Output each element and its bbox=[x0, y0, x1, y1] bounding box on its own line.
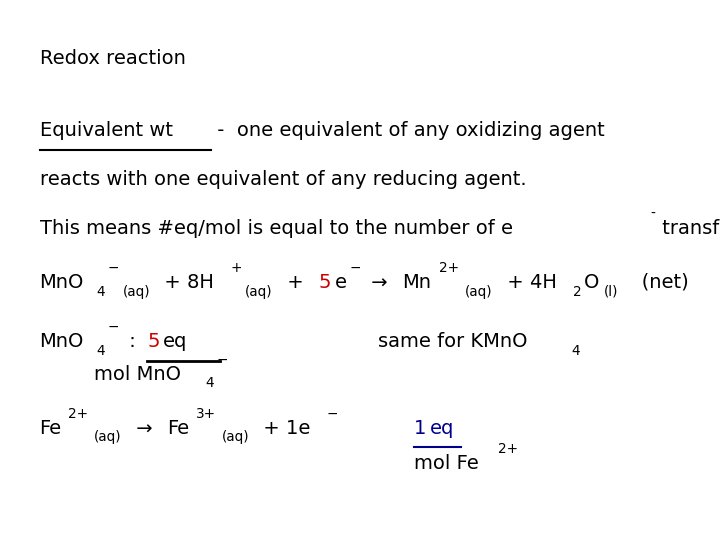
Text: Mn: Mn bbox=[402, 273, 431, 292]
Text: This means #eq/mol is equal to the number of e: This means #eq/mol is equal to the numbe… bbox=[40, 219, 513, 238]
Text: transferred.: transferred. bbox=[656, 219, 720, 238]
Text: 2: 2 bbox=[573, 285, 582, 299]
Text: 4: 4 bbox=[571, 344, 580, 358]
Text: (aq): (aq) bbox=[465, 285, 493, 299]
Text: + 1e: + 1e bbox=[257, 418, 310, 437]
Text: 2+: 2+ bbox=[439, 261, 459, 275]
Text: MnO: MnO bbox=[40, 332, 84, 351]
Text: 2+: 2+ bbox=[498, 442, 518, 456]
Text: (aq): (aq) bbox=[122, 285, 150, 299]
Text: (net): (net) bbox=[623, 273, 688, 292]
Text: Equivalent wt: Equivalent wt bbox=[40, 122, 173, 140]
Text: + 8H: + 8H bbox=[158, 273, 214, 292]
Text: →: → bbox=[130, 418, 158, 437]
Text: 4: 4 bbox=[97, 344, 106, 358]
Text: −: − bbox=[350, 261, 361, 275]
Text: +: + bbox=[281, 273, 310, 292]
Text: O: O bbox=[584, 273, 600, 292]
Text: mol Fe: mol Fe bbox=[414, 454, 479, 472]
Text: MnO: MnO bbox=[40, 273, 84, 292]
Text: eq: eq bbox=[163, 332, 188, 351]
Text: Redox reaction: Redox reaction bbox=[40, 49, 186, 68]
Text: −: − bbox=[108, 320, 120, 334]
Text: 3+: 3+ bbox=[196, 407, 216, 421]
Text: e: e bbox=[334, 273, 346, 292]
Text: 1: 1 bbox=[414, 418, 426, 437]
Text: 2+: 2+ bbox=[68, 407, 89, 421]
Text: mol MnO: mol MnO bbox=[94, 364, 181, 383]
Text: −: − bbox=[108, 261, 120, 275]
Text: :: : bbox=[122, 332, 142, 351]
Text: -: - bbox=[650, 207, 654, 221]
Text: 4: 4 bbox=[97, 285, 106, 299]
Text: −: − bbox=[326, 407, 338, 421]
Text: (aq): (aq) bbox=[246, 285, 273, 299]
Text: −: − bbox=[217, 353, 228, 367]
Text: +: + bbox=[230, 261, 242, 275]
Text: -  one equivalent of any oxidizing agent: - one equivalent of any oxidizing agent bbox=[211, 122, 605, 140]
Text: (aq): (aq) bbox=[94, 430, 122, 444]
Text: same for KMnO: same for KMnO bbox=[378, 332, 528, 351]
Text: 5: 5 bbox=[318, 273, 330, 292]
Text: Fe: Fe bbox=[40, 418, 62, 437]
Text: eq: eq bbox=[430, 418, 454, 437]
Text: (l): (l) bbox=[604, 285, 618, 299]
Text: reacts with one equivalent of any reducing agent.: reacts with one equivalent of any reduci… bbox=[40, 170, 526, 189]
Text: →: → bbox=[364, 273, 393, 292]
Text: 5: 5 bbox=[147, 332, 160, 351]
Text: Fe: Fe bbox=[167, 418, 189, 437]
Text: 4: 4 bbox=[206, 376, 215, 390]
Text: (aq): (aq) bbox=[222, 430, 249, 444]
Text: + 4H: + 4H bbox=[501, 273, 557, 292]
